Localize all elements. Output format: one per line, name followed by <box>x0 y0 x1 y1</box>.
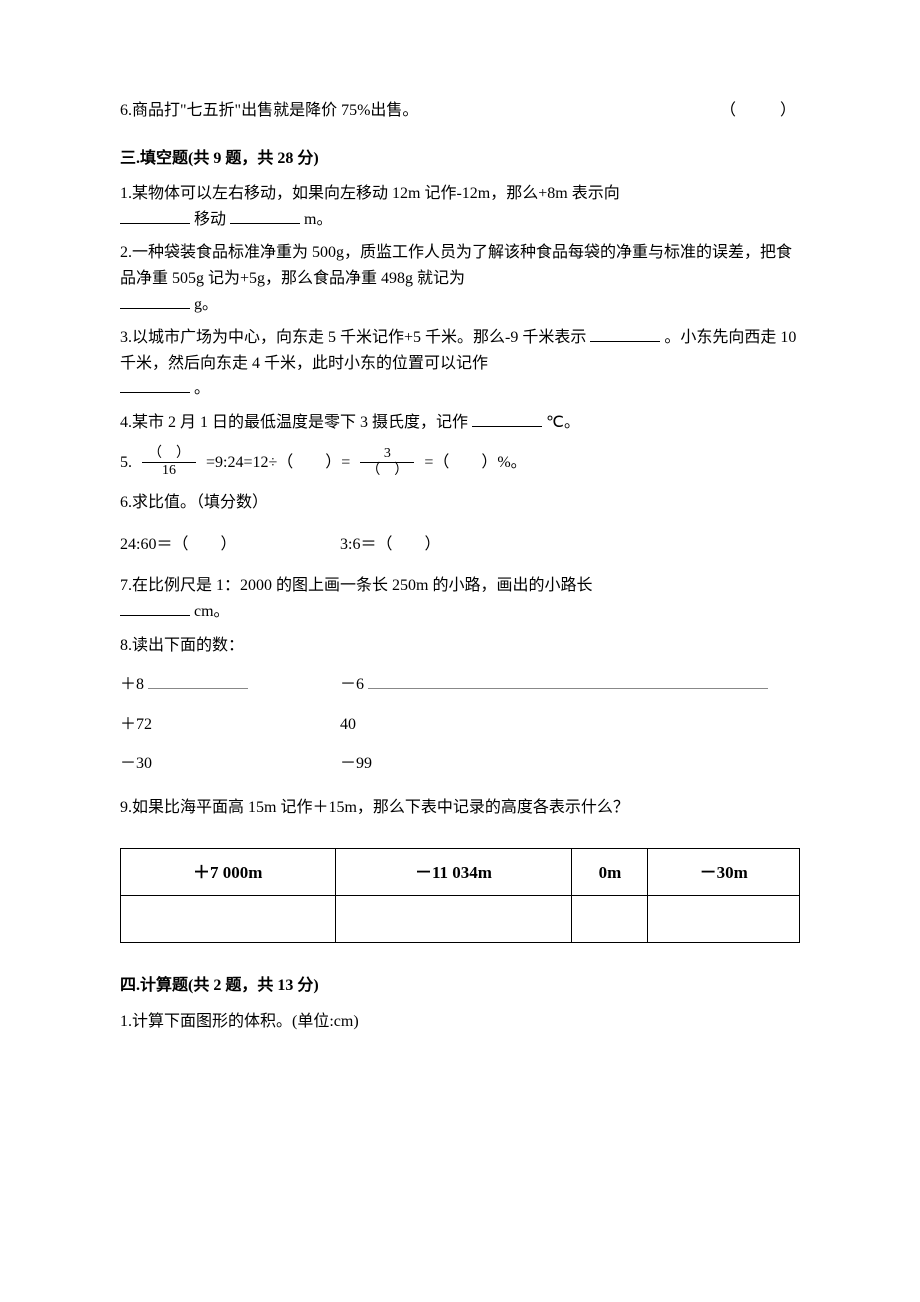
table-cell-blank[interactable] <box>648 896 800 943</box>
table-cell-blank[interactable] <box>335 896 572 943</box>
s3-q5-mid1: =9:24=12÷（ ）= <box>206 454 350 471</box>
table-cell: －11 034m <box>335 849 572 896</box>
s3-q5-frac1: （ ） 16 <box>142 446 196 481</box>
s3-q7-blank[interactable] <box>120 599 190 616</box>
table-cell: －30m <box>648 849 800 896</box>
s3-q5-frac2-num: 3 <box>360 446 414 464</box>
s3-q6-title: 6.求比值。（填分数） <box>120 490 800 516</box>
table-cell: ＋7 000m <box>121 849 336 896</box>
s3-q1-text-a: 1.某物体可以左右移动，如果向左移动 12m 记作-12m，那么+8m 表示向 <box>120 185 620 202</box>
table-cell-blank[interactable] <box>572 896 648 943</box>
s3-q4-text-a: 4.某市 2 月 1 日的最低温度是零下 3 摄氏度，记作 <box>120 414 468 431</box>
s3-q8-r3-l: －30 <box>120 751 340 777</box>
s3-q1-text-b: 移动 <box>194 211 226 228</box>
table-row: ＋7 000m －11 034m 0m －30m <box>121 849 800 896</box>
s3-q1-blank1[interactable] <box>120 207 190 224</box>
s4-q1: 1.计算下面图形的体积。(单位:cm) <box>120 1009 800 1035</box>
s3-q9: 9.如果比海平面高 15m 记作＋15m，那么下表中记录的高度各表示什么？ <box>120 795 800 821</box>
s3-q8-r3-r: －99 <box>340 751 800 777</box>
s3-q8-row3: －30 －99 <box>120 751 800 777</box>
table-row <box>121 896 800 943</box>
exam-page: 6.商品打"七五折"出售就是降价 75%出售。 （ ） 三.填空题(共 9 题，… <box>0 0 920 1302</box>
s3-q2-text-b: g。 <box>194 296 218 313</box>
height-table: ＋7 000m －11 034m 0m －30m <box>120 848 800 943</box>
s3-q8-title: 8.读出下面的数： <box>120 633 800 659</box>
s3-q8-row2: ＋72 40 <box>120 712 800 738</box>
s3-q1-text-c: m。 <box>304 211 332 228</box>
s3-q3-blank1[interactable] <box>590 325 660 342</box>
s3-q7-text-a: 7.在比例尺是 1：2000 的图上画一条长 250m 的小路，画出的小路长 <box>120 577 592 594</box>
s3-q7: 7.在比例尺是 1：2000 的图上画一条长 250m 的小路，画出的小路长 c… <box>120 573 800 624</box>
s3-q3: 3.以城市广场为中心，向东走 5 千米记作+5 千米。那么-9 千米表示 。小东… <box>120 325 800 402</box>
s3-q2-blank[interactable] <box>120 292 190 309</box>
s3-q5-tail: =（ ）%。 <box>424 454 526 471</box>
s3-q4-blank[interactable] <box>472 410 542 427</box>
s3-q3-text-a: 3.以城市广场为中心，向东走 5 千米记作+5 千米。那么-9 千米表示 <box>120 329 586 346</box>
s3-q2-text-a: 2.一种袋装食品标准净重为 500g，质监工作人员为了解该种食品每袋的净重与标准… <box>120 244 792 287</box>
s3-q8-r2-r: 40 <box>340 712 800 738</box>
s3-q6-left: 24:60＝（ ） <box>120 532 340 558</box>
s3-q8-r1-r: －6 <box>340 672 800 698</box>
s3-q8-r1-l: ＋8 <box>120 672 340 698</box>
table-cell-blank[interactable] <box>121 896 336 943</box>
s3-q2: 2.一种袋装食品标准净重为 500g，质监工作人员为了解该种食品每袋的净重与标准… <box>120 240 800 317</box>
s3-q4-text-b: ℃。 <box>546 414 580 431</box>
judgment-q6: 6.商品打"七五折"出售就是降价 75%出售。 （ ） <box>120 98 800 124</box>
s3-q3-blank2[interactable] <box>120 376 190 393</box>
table-cell: 0m <box>572 849 648 896</box>
s3-q6-right: 3:6＝（ ） <box>340 532 800 558</box>
section3-heading: 三.填空题(共 9 题，共 28 分) <box>120 146 800 172</box>
s3-q7-text-b: cm。 <box>194 603 230 620</box>
s3-q8-r1-l-blank[interactable] <box>148 672 248 689</box>
s3-q3-text-c: 。 <box>194 380 210 397</box>
s3-q8-row1: ＋8 －6 <box>120 672 800 698</box>
s3-q1: 1.某物体可以左右移动，如果向左移动 12m 记作-12m，那么+8m 表示向 … <box>120 181 800 232</box>
s3-q5-frac2: 3 （ ） <box>360 446 414 481</box>
s3-q6-row: 24:60＝（ ） 3:6＝（ ） <box>120 532 800 558</box>
s3-q8-r1-r-blank[interactable] <box>368 672 768 689</box>
s3-q8-r1-r-text: －6 <box>340 676 364 693</box>
s3-q4: 4.某市 2 月 1 日的最低温度是零下 3 摄氏度，记作 ℃。 <box>120 410 800 436</box>
s3-q1-blank2[interactable] <box>230 207 300 224</box>
s3-q5-frac2-den[interactable]: （ ） <box>360 463 414 480</box>
judgment-q6-paren: （ ） <box>720 98 800 124</box>
s3-q8-r2-l: ＋72 <box>120 712 340 738</box>
judgment-q6-text: 6.商品打"七五折"出售就是降价 75%出售。 <box>120 102 418 119</box>
s3-q5-lead: 5. <box>120 454 132 471</box>
s3-q5-frac1-den: 16 <box>142 463 196 480</box>
section4-heading: 四.计算题(共 2 题，共 13 分) <box>120 973 800 999</box>
s3-q8-r1-l-text: ＋8 <box>120 676 144 693</box>
s3-q5: 5. （ ） 16 =9:24=12÷（ ）= 3 （ ） =（ ）%。 <box>120 446 800 481</box>
s3-q5-frac1-num[interactable]: （ ） <box>142 446 196 464</box>
